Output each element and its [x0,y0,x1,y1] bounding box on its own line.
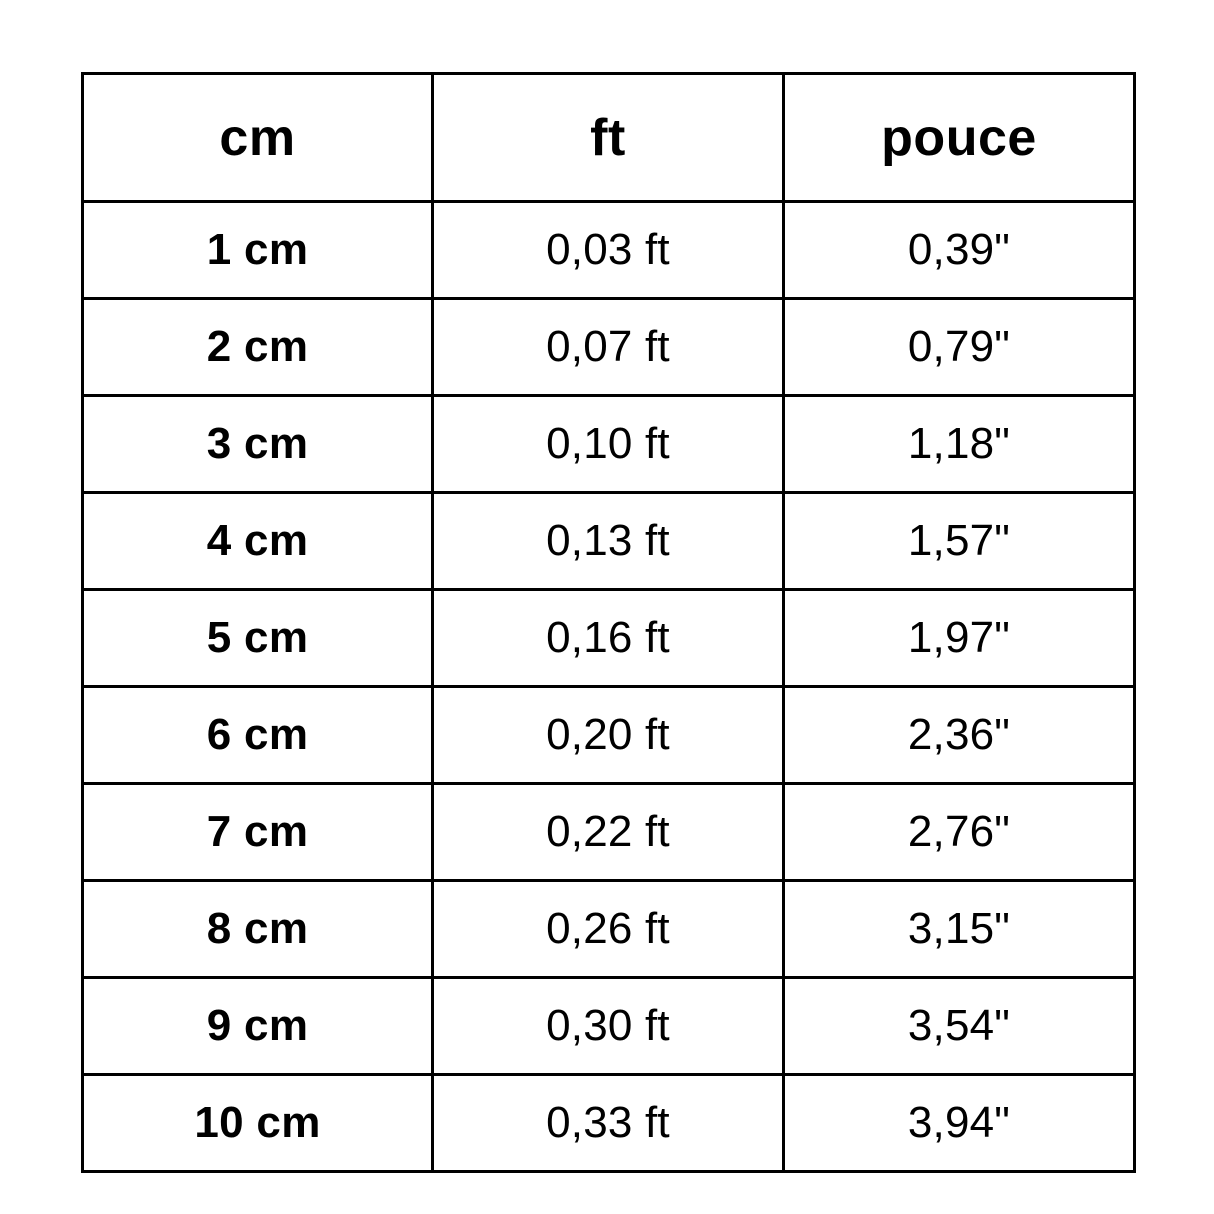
cell-ft: 0,13 ft [431,491,785,591]
cell-pouce: 3,54" [782,976,1136,1076]
cell-ft: 0,26 ft [431,879,785,979]
cell-ft: 0,16 ft [431,588,785,688]
table-row: 6 cm 0,20 ft 2,36" [81,685,1136,785]
cell-ft: 0,33 ft [431,1073,785,1173]
cell-ft: 0,30 ft [431,976,785,1076]
table-row: 8 cm 0,26 ft 3,15" [81,879,1136,979]
table-row: 4 cm 0,13 ft 1,57" [81,491,1136,591]
cell-ft: 0,20 ft [431,685,785,785]
table-body: 1 cm 0,03 ft 0,39" 2 cm 0,07 ft 0,79" 3 … [81,200,1136,1173]
cell-cm: 10 cm [81,1073,434,1173]
cell-pouce: 3,94" [782,1073,1136,1173]
table-row: 9 cm 0,30 ft 3,54" [81,976,1136,1076]
cell-cm: 9 cm [81,976,434,1076]
cell-ft: 0,10 ft [431,394,785,494]
cell-pouce: 0,39" [782,200,1136,300]
table-row: 1 cm 0,03 ft 0,39" [81,200,1136,300]
column-header-cm: cm [81,72,434,203]
cell-cm: 7 cm [81,782,434,882]
cell-ft: 0,07 ft [431,297,785,397]
table-row: 5 cm 0,16 ft 1,97" [81,588,1136,688]
cell-pouce: 0,79" [782,297,1136,397]
table-row: 2 cm 0,07 ft 0,79" [81,297,1136,397]
cell-cm: 1 cm [81,200,434,300]
cm-to-ft-inch-conversion-table: cm ft pouce 1 cm 0,03 ft 0,39" 2 cm 0,07… [81,72,1136,1173]
cell-cm: 2 cm [81,297,434,397]
cell-cm: 4 cm [81,491,434,591]
cell-cm: 3 cm [81,394,434,494]
column-header-ft: ft [431,72,785,203]
table-row: 3 cm 0,10 ft 1,18" [81,394,1136,494]
cell-cm: 6 cm [81,685,434,785]
table-row: 10 cm 0,33 ft 3,94" [81,1073,1136,1173]
cell-ft: 0,03 ft [431,200,785,300]
column-header-pouce: pouce [782,72,1136,203]
table-header: cm ft pouce [81,72,1136,203]
cell-pouce: 3,15" [782,879,1136,979]
cell-pouce: 1,18" [782,394,1136,494]
cell-cm: 8 cm [81,879,434,979]
cell-ft: 0,22 ft [431,782,785,882]
cell-cm: 5 cm [81,588,434,688]
cell-pouce: 1,97" [782,588,1136,688]
cell-pouce: 2,76" [782,782,1136,882]
cell-pouce: 2,36" [782,685,1136,785]
table-row: 7 cm 0,22 ft 2,76" [81,782,1136,882]
header-row: cm ft pouce [81,72,1136,203]
cell-pouce: 1,57" [782,491,1136,591]
